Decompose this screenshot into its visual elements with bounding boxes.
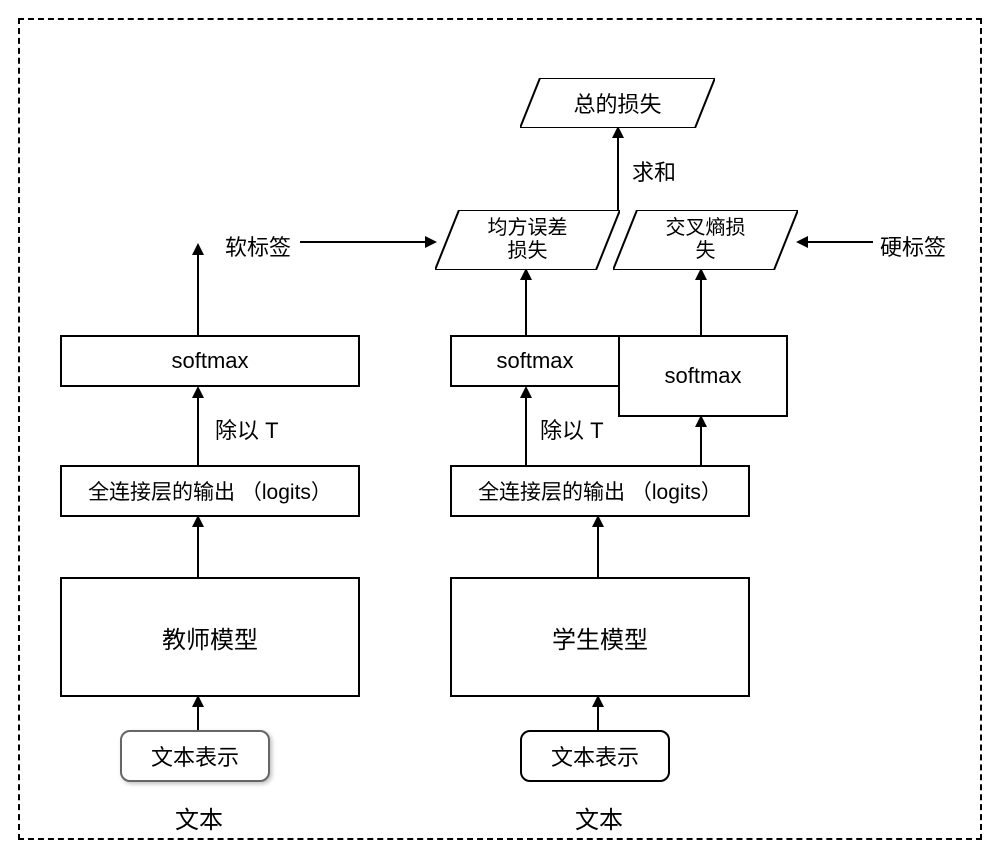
teacher-softmax-text: softmax — [171, 348, 248, 374]
arrow-softmax-right-to-ce — [700, 270, 702, 335]
teacher-model-text: 教师模型 — [162, 620, 258, 655]
teacher-bottom-label: 文本 — [175, 800, 223, 835]
arrow-softlabel-to-mse — [300, 241, 435, 243]
teacher-text-repr-box: 文本表示 — [120, 730, 270, 782]
student-text-repr-text: 文本表示 — [551, 740, 639, 772]
student-softmax-right-box: softmax — [618, 335, 788, 417]
teacher-divide-label: 除以 T — [215, 413, 279, 445]
teacher-logits-text: 全连接层的输出 （logits） — [88, 476, 332, 506]
student-model-text: 学生模型 — [552, 620, 648, 655]
mse-loss-text: 均方误差 损失 — [488, 217, 568, 263]
student-logits-text: 全连接层的输出 （logits） — [478, 476, 722, 506]
total-loss-text: 总的损失 — [573, 87, 661, 119]
arrow-student-repr-to-model — [597, 697, 599, 730]
student-logits-box: 全连接层的输出 （logits） — [450, 465, 750, 517]
arrow-hardlabel-to-ce — [798, 241, 873, 243]
ce-loss-box: 交叉熵损 失 — [613, 210, 798, 270]
arrow-softmax-left-to-mse — [525, 270, 527, 335]
teacher-text-repr-text: 文本表示 — [151, 740, 239, 772]
soft-label-text: 软标签 — [225, 230, 291, 262]
student-bottom-label: 文本 — [575, 800, 623, 835]
teacher-logits-box: 全连接层的输出 （logits） — [60, 465, 360, 517]
student-softmax-left-box: softmax — [450, 335, 620, 387]
teacher-model-box: 教师模型 — [60, 577, 360, 697]
student-text-repr-box: 文本表示 — [520, 730, 670, 782]
arrow-losses-to-total — [617, 128, 619, 210]
arrow-student-logits-to-softmax-right — [700, 417, 702, 465]
arrow-student-logits-to-softmax-left — [525, 388, 527, 465]
arrow-teacher-model-to-logits — [197, 517, 199, 577]
teacher-softmax-box: softmax — [60, 335, 360, 387]
sum-label: 求和 — [632, 155, 676, 187]
mse-loss-box: 均方误差 损失 — [435, 210, 620, 270]
dashed-frame — [18, 18, 982, 840]
arrow-teacher-repr-to-model — [197, 697, 199, 730]
student-softmax-left-text: softmax — [496, 348, 573, 374]
arrow-teacher-logits-to-softmax — [197, 388, 199, 465]
student-softmax-right-text: softmax — [664, 363, 741, 389]
arrow-teacher-softmax-up — [197, 245, 199, 335]
student-model-box: 学生模型 — [450, 577, 750, 697]
hard-label-text: 硬标签 — [880, 230, 946, 262]
ce-loss-text: 交叉熵损 失 — [666, 217, 746, 263]
student-divide-label: 除以 T — [540, 413, 604, 445]
arrow-student-model-to-logits — [597, 517, 599, 577]
total-loss-box: 总的损失 — [520, 78, 715, 128]
